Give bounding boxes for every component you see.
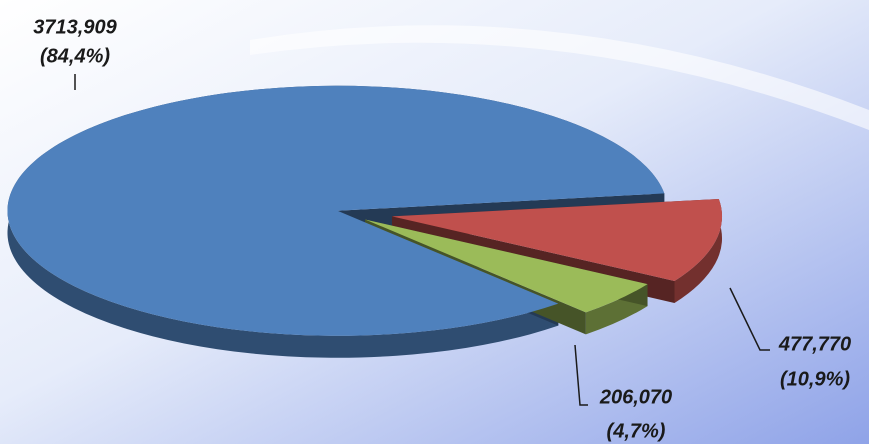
slice <box>7 85 665 336</box>
leader-line <box>729 287 770 351</box>
percentage-label: (10,9%) <box>780 368 850 390</box>
slice-side <box>674 198 723 303</box>
percentage-label: (4,7%) <box>607 420 666 442</box>
labels: 3713,909 (84,4%) 477,770 (10,9%) 206,070 (4,7… <box>33 16 851 442</box>
value-label: 206,070 <box>599 386 672 408</box>
value-label: 3713,909 <box>33 16 117 38</box>
swoosh <box>250 25 869 131</box>
pie-tops <box>7 85 723 336</box>
percentage-label: (84,4%) <box>40 45 110 67</box>
slice <box>365 219 648 313</box>
slice <box>392 198 723 281</box>
leader-line <box>574 344 588 406</box>
value-label: 477,770 <box>778 333 851 355</box>
